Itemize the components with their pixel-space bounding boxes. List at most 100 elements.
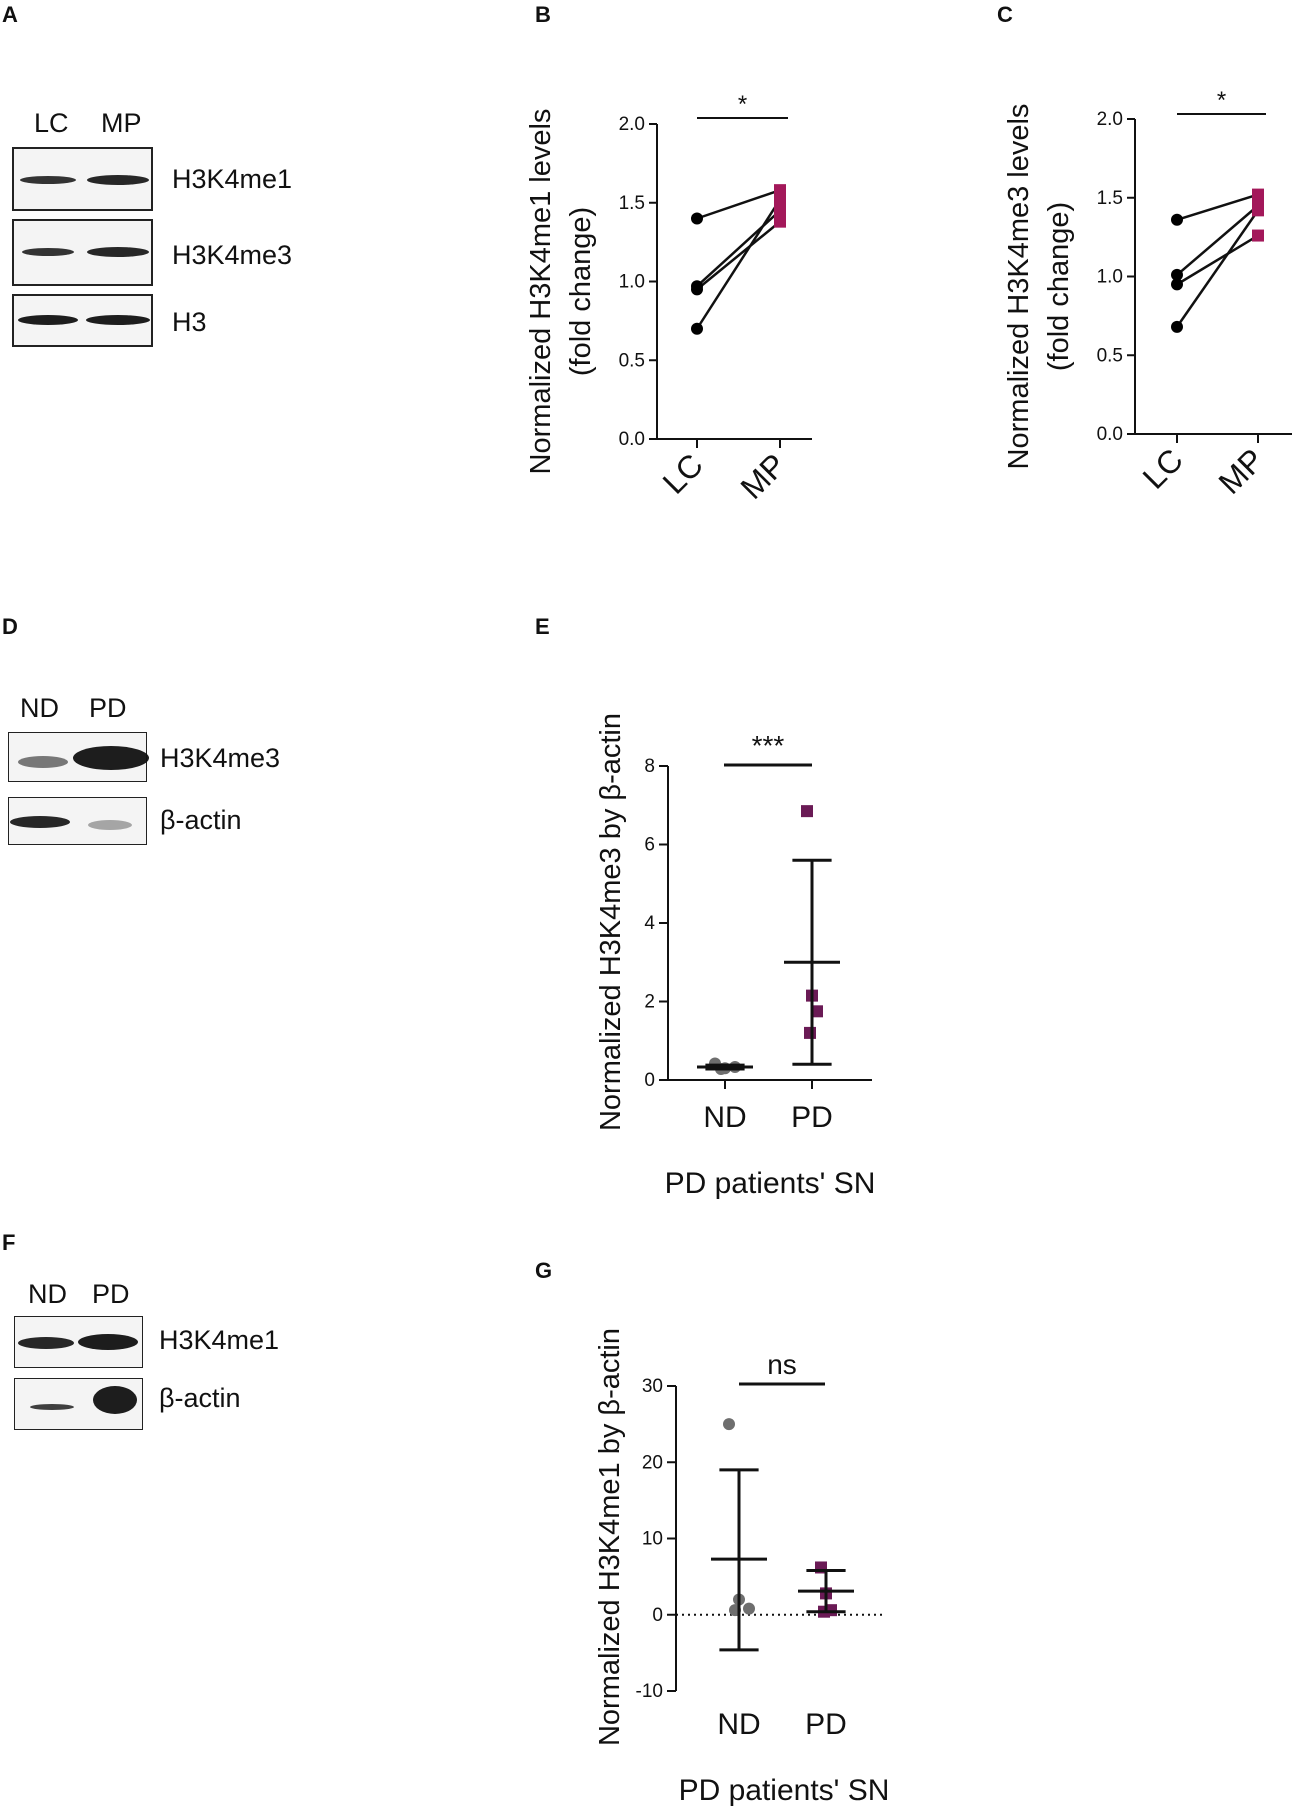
band-d2-pd [88,820,132,830]
chart-c-lc-point-0 [1171,213,1183,226]
chart-e-y-tick-label-1: 2 [644,992,655,1013]
chart-e: 0 2 4 6 8 ND PD PD patients' SN Normalized H3K4m… [595,713,875,1200]
chart-g-xlabel: PD patients' SN [679,1774,890,1807]
chart-b-lc-point-2 [691,283,703,296]
band-d2-nd [10,816,70,828]
band-a1-mp [87,175,149,185]
band-a2-mp [87,247,149,257]
chart-b-pair-line-1 [696,209,781,288]
band-f2-nd [30,1404,74,1410]
chart-g-y-tick-label-3: 20 [642,1452,663,1473]
chart-g-y-tick-label-0: -10 [636,1681,663,1702]
chart-g-y-tick-label-1: 0 [652,1605,663,1626]
chart-e-sig-label: *** [752,730,785,761]
panel-letter-d: D [2,614,18,639]
chart-b-sig-label: * [738,91,747,118]
chart-b-x-label-mp: MP [734,446,793,505]
chart-b-x-label-lc: LC [656,446,710,500]
chart-c-x-label-mp: MP [1212,441,1271,500]
chart-b-mp-point-2 [774,215,786,228]
chart-e-ylabel: Normalized H3K4me3 by β-actin [595,713,627,1131]
blot-d-band-label-2: β-actin [160,805,242,835]
band-f2-pd [93,1386,137,1414]
band-a1-lc [20,176,76,184]
chart-g-y-tick-label-2: 10 [642,1529,663,1550]
blot-d-band-label-1: H3K4me3 [160,743,281,773]
blot-f-band-label-2: β-actin [159,1383,241,1413]
chart-c: 0.0 0.5 1.0 1.5 2.0 LC MP Normalized H3K4me3 le… [1003,87,1292,501]
chart-b-lc-point-0 [691,212,703,225]
panel-letter-c: C [997,2,1013,27]
chart-e-y-tick-label-2: 4 [644,913,655,934]
blot-bands [10,175,150,1414]
chart-b-lc-point-3 [691,322,703,335]
chart-g-ylabel: Normalized H3K4me1 by β-actin [594,1328,626,1746]
chart-b-pair-line-0 [696,188,781,220]
chart-c-lc-point-1 [1171,268,1183,281]
chart-b-mp-point-3 [774,193,786,206]
blot-a-band-label-2: H3K4me3 [172,240,293,270]
chart-c-y-tick-label-2: 1.0 [1097,267,1123,288]
chart-c-x-label-lc: LC [1136,441,1190,495]
chart-g-nd-point-2 [743,1602,755,1615]
chart-b: 0.0 0.5 1.0 1.5 2.0 LC MP Normalized H3K4me1 le… [525,91,812,506]
chart-b-y-tick-label-0: 0.0 [619,429,645,450]
blot-d-lane-nd: ND [20,693,59,723]
chart-c-lc-point-3 [1171,320,1183,333]
panel-letter-e: E [535,614,550,639]
panel-letter-a: A [2,2,18,27]
panel-letter-b: B [535,2,551,27]
chart-c-pair-line-0 [1176,193,1259,221]
chart-e-y-tick-label-0: 0 [644,1070,655,1091]
blot-a-lane-lc: LC [34,108,69,138]
chart-b-mp-point-0 [774,184,786,197]
charts: 0.0 0.5 1.0 1.5 2.0 LC MP Normalized H3K4me1 le… [525,87,1292,1807]
blot-a-lane-mp: MP [101,108,142,138]
band-a2-lc [22,248,74,256]
blot-a-band-label-3: H3 [172,307,207,337]
chart-e-x-label-pd: PD [791,1101,833,1134]
band-d1-pd [73,746,149,770]
chart-b-y-tick-label-1: 0.5 [619,350,645,371]
chart-c-ylabel-1: Normalized H3K4me3 levels [1003,104,1035,470]
chart-g-nd-point-0 [723,1418,735,1431]
chart-g-x-label-pd: PD [805,1708,847,1741]
band-f1-pd [78,1334,138,1350]
panel-letter-f: F [2,1230,16,1255]
chart-e-xlabel: PD patients' SN [665,1167,876,1200]
blot-f-band-label-1: H3K4me1 [159,1325,280,1355]
chart-e-y-tick-label-3: 6 [644,835,655,856]
chart-g-y-tick-label-4: 30 [642,1376,663,1397]
chart-c-lc-point-2 [1171,278,1183,291]
chart-c-pair-line-2 [1176,234,1259,286]
chart-b-pair-line-2 [696,220,781,291]
chart-g: -10 0 10 20 30 ND PD PD patients' SN Normalized … [594,1328,889,1807]
chart-g-x-label-nd: ND [717,1708,760,1741]
band-a3-lc [18,315,78,325]
band-f1-nd [18,1337,74,1349]
chart-c-pair-line-3 [1175,209,1260,328]
chart-c-y-tick-label-4: 2.0 [1097,109,1123,130]
blot-f-lane-nd: ND [28,1279,67,1309]
chart-b-y-tick-label-3: 1.5 [619,193,645,214]
chart-b-y-tick-label-4: 2.0 [619,114,645,135]
chart-c-y-tick-label-1: 0.5 [1097,345,1123,366]
chart-c-ylabel-2: (fold change) [1043,202,1075,371]
chart-c-mp-point-3 [1252,204,1264,217]
chart-e-pd-point-3 [804,1026,816,1039]
chart-b-y-tick-label-2: 1.0 [619,272,645,293]
band-a3-mp [86,315,150,325]
chart-b-mp-point-1 [774,204,786,217]
chart-b-pair-line-3 [695,198,782,330]
band-d1-nd [18,756,68,768]
chart-e-pd-point-0 [801,805,813,818]
chart-e-x-label-nd: ND [703,1101,746,1134]
blot-d-lane-pd: PD [89,693,127,723]
chart-c-y-tick-label-0: 0.0 [1097,424,1123,445]
chart-e-y-tick-label-4: 8 [644,756,655,777]
chart-e-pd-point-2 [811,1005,823,1018]
blot-f-lane-pd: PD [92,1279,130,1309]
chart-c-mp-point-0 [1252,188,1264,201]
chart-c-sig-label: * [1217,87,1226,114]
